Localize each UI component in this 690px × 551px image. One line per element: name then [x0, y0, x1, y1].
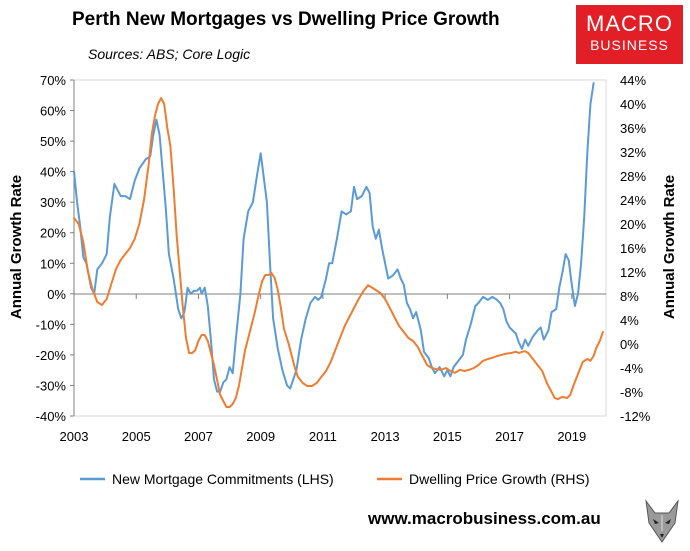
- chart-subtitle: Sources: ABS; Core Logic: [88, 46, 251, 62]
- right-tick-label: -4%: [620, 361, 644, 376]
- page-title: Perth New Mortgages vs Dwelling Price Gr…: [72, 9, 500, 30]
- x-tick-label: 2005: [122, 429, 151, 444]
- x-tick-label: 2009: [246, 429, 275, 444]
- logo-text-bottom: BUSINESS: [590, 37, 669, 53]
- legend: New Mortgage Commitments (LHS) Dwelling …: [80, 471, 589, 487]
- left-tick-label: -10%: [36, 317, 67, 332]
- right-tick-label: 36%: [620, 121, 646, 136]
- left-tick-label: 40%: [40, 165, 66, 180]
- logo-text-top: MACRO: [586, 11, 673, 36]
- left-tick-label: 50%: [40, 134, 66, 149]
- series-line-mortgages: [73, 82, 595, 393]
- left-tick-label: -30%: [36, 378, 67, 393]
- left-axis-label: Annual Growth Rate: [8, 175, 25, 319]
- right-tick-label: 0%: [620, 337, 639, 352]
- left-tick-label: 70%: [40, 73, 66, 88]
- x-tick-label: 2003: [60, 429, 89, 444]
- website-url: www.macrobusiness.com.au: [368, 509, 601, 528]
- x-tick-label: 2011: [309, 429, 337, 444]
- right-tick-label: 32%: [620, 145, 646, 160]
- left-tick-label: -20%: [36, 348, 67, 363]
- right-axis-label: Annual Growth Rate: [661, 175, 678, 319]
- left-tick-label: 60%: [40, 104, 66, 119]
- left-tick-label: 20%: [40, 226, 66, 241]
- right-tick-label: 20%: [620, 217, 646, 232]
- right-tick-label: 4%: [620, 313, 639, 328]
- brand-logo: MACRO BUSINESS: [576, 5, 683, 64]
- left-tick-label: 30%: [40, 195, 66, 210]
- right-tick-label: -8%: [620, 385, 644, 400]
- x-tick-label: 2015: [433, 429, 462, 444]
- x-tick-label: 2013: [371, 429, 400, 444]
- right-tick-label: 24%: [620, 193, 646, 208]
- right-tick-label: -12%: [620, 409, 651, 424]
- line-chart: -40% -30% -20% -10% 0% 10% 20% 30% 40% 50% 60% 70% -…: [8, 73, 678, 487]
- right-tick-label: 28%: [620, 169, 646, 184]
- left-tick-label: 10%: [40, 256, 66, 271]
- x-tick-label: 2017: [495, 429, 524, 444]
- x-tick-label: 2019: [557, 429, 586, 444]
- left-tick-label: -40%: [36, 409, 67, 424]
- legend-label-mortgages: New Mortgage Commitments (LHS): [112, 471, 334, 487]
- series-line-prices: [73, 97, 604, 408]
- x-tick-label: 2007: [184, 429, 213, 444]
- right-tick-label: 16%: [620, 241, 646, 256]
- right-tick-label: 40%: [620, 97, 646, 112]
- right-tick-label: 12%: [620, 265, 646, 280]
- left-tick-label: 0%: [47, 287, 66, 302]
- legend-label-prices: Dwelling Price Growth (RHS): [409, 471, 589, 487]
- fox-icon: [645, 499, 679, 543]
- right-tick-label: 44%: [620, 73, 646, 88]
- right-tick-label: 8%: [620, 289, 639, 304]
